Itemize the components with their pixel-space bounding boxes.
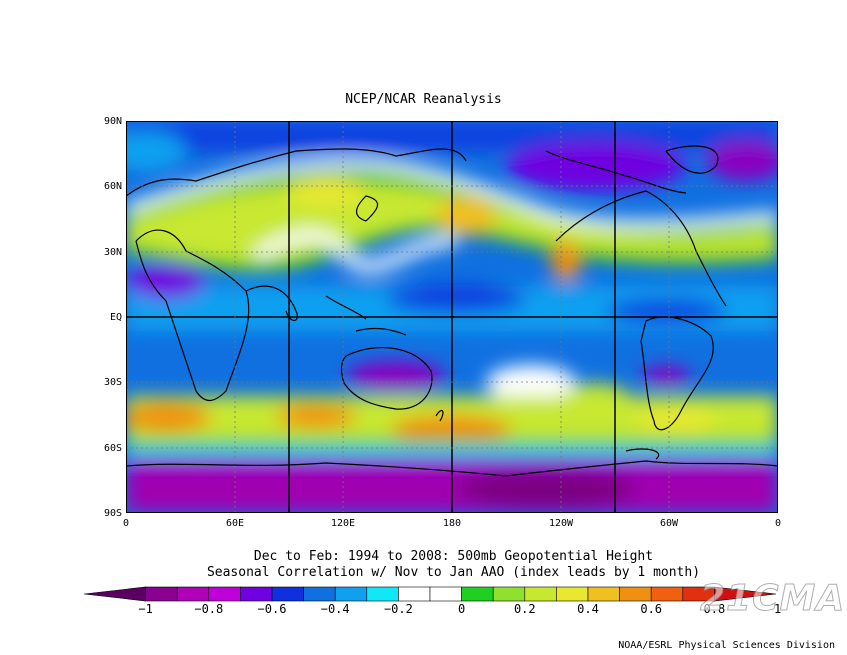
colorbar-swatch [492,586,526,602]
colorbar-swatch [334,586,368,602]
lon-label-60e: 60E [225,518,245,529]
colorbar-swatch [176,586,210,602]
colorbar-label: 0.2 [513,602,536,616]
lon-label-180: 180 [442,518,462,529]
colorbar-label: 0.4 [577,602,599,616]
lat-label-30s: 30S [103,377,122,388]
colorbar-label: −0.4 [320,602,350,616]
colorbar-swatch [366,586,399,602]
colorbar-label: −0.6 [257,602,287,616]
colorbar-label: −0.8 [194,602,224,616]
colorbar-swatch [587,586,620,602]
colorbar-swatch [84,586,146,602]
lat-label-90s: 90S [103,508,122,519]
dotted-grid [126,121,778,513]
lat-label-90n: 90N [103,116,122,127]
watermark-logo: 21CMA [699,578,846,620]
colorbar-label: 0.6 [640,602,663,616]
colorbar-swatch [556,586,589,602]
colorbar [84,586,776,602]
colorbar-label: −1 [138,602,153,616]
colorbar-swatch [429,586,462,602]
correlation-map [126,121,778,513]
lon-label-60w: 60W [659,518,679,529]
lat-label-60s: 60S [103,443,122,454]
caption-line1: Dec to Feb: 1994 to 2008: 500mb Geopoten… [253,549,654,564]
colorbar-swatch [650,586,684,602]
map-title: NCEP/NCAR Reanalysis [345,92,502,107]
colorbar-label: 1 [773,602,782,616]
lon-label-0: 0 [122,518,130,529]
lon-label-120e: 120E [330,518,356,529]
colorbar-swatch [461,586,494,602]
coastlines [126,145,778,477]
colorbar-swatch [714,586,776,602]
lat-label-30n: 30N [103,247,122,258]
lon-label-0-end: 0 [774,518,782,529]
lon-label-120w: 120W [548,518,574,529]
colorbar-swatch [271,586,304,602]
lat-label-60n: 60N [103,181,122,192]
lat-label-eq: EQ [109,312,122,323]
colorbar-swatch [208,586,241,602]
colorbar-swatch [145,586,178,602]
colorbar-swatch [398,586,431,602]
credit-text: NOAA/ESRL Physical Sciences Division [618,640,835,651]
colorbar-swatch [524,586,557,602]
colorbar-swatch [303,586,336,602]
colorbar-label: 0.8 [703,602,726,616]
caption-line2: Seasonal Correlation w/ Nov to Jan AAO (… [206,565,701,580]
colorbar-label: 0 [457,602,466,616]
colorbar-label: −0.2 [383,602,413,616]
colorbar-swatch [240,586,273,602]
colorbar-swatch [619,586,652,602]
